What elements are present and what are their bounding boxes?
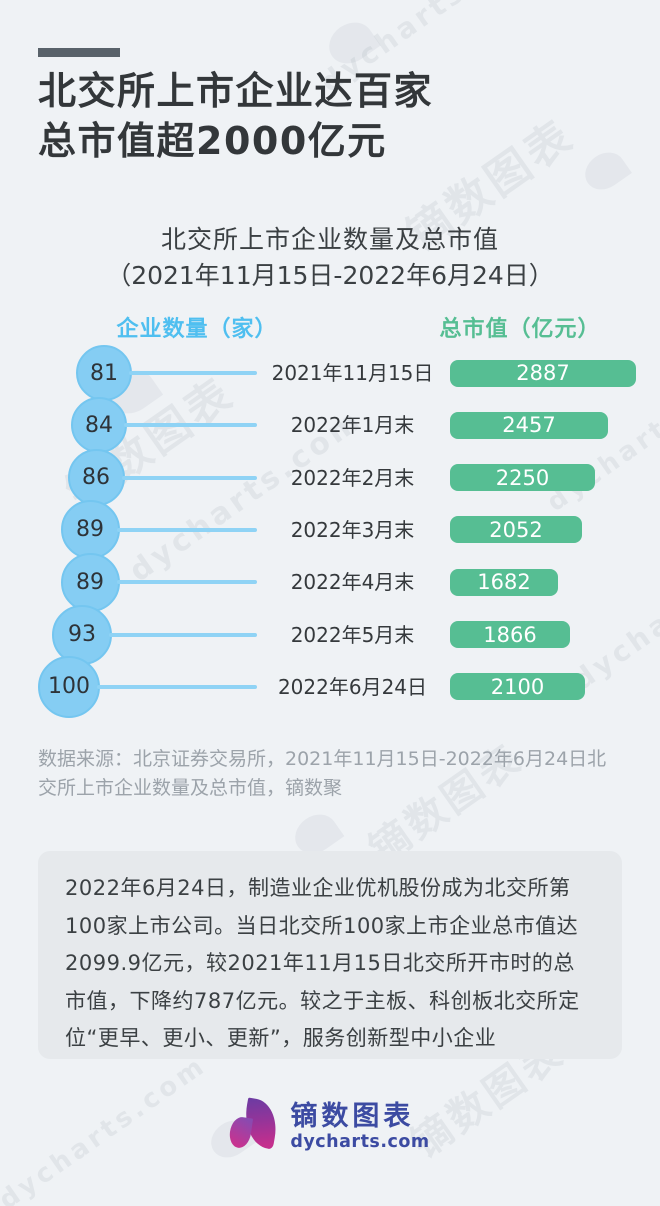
page-title: 北交所上市企业达百家 总市值超2000亿元 <box>38 66 433 166</box>
page-title-line1: 北交所上市企业达百家 <box>38 69 434 113</box>
summary-text: 2022年6月24日，制造业企业优机股份成为北交所第100家上市公司。当日北交所… <box>65 876 580 1050</box>
marketcap-bar: 2100 <box>450 673 585 701</box>
legend-marketcap-label: 总市值（亿元） <box>439 317 601 342</box>
connector-line <box>97 684 257 689</box>
legend-company-count-label: 企业数量（家） <box>116 317 278 342</box>
date-label: 2022年4月末 <box>290 570 415 595</box>
connector-line <box>109 632 257 637</box>
marketcap-bar: 2052 <box>450 516 582 544</box>
marketcap-bar: 2250 <box>450 464 595 492</box>
data-source-note: 数据来源：北京证券交易所，2021年11月15日-2022年6月24日北交所上市… <box>38 748 607 799</box>
marketcap-bar: 1866 <box>450 621 570 648</box>
marketcap-bar: 2457 <box>450 411 608 439</box>
brand-block: 镝数图表 dycharts.com <box>290 1101 430 1153</box>
connector-line <box>121 475 257 480</box>
company-count-bubble: 81 <box>76 345 132 401</box>
chart-title: 北交所上市企业数量及总市值 <box>160 225 499 254</box>
date-label: 2022年1月末 <box>290 413 415 438</box>
date-label: 2021年11月15日 <box>271 361 434 385</box>
company-count-bubble: 100 <box>38 655 100 718</box>
connector-line <box>129 371 257 375</box>
connector-line <box>116 580 257 585</box>
marketcap-bar: 2887 <box>450 359 636 387</box>
date-label: 2022年6月24日 <box>277 674 428 699</box>
company-count-bubble: 89 <box>60 500 120 560</box>
title-accent-bar <box>38 48 120 57</box>
brand-name: 镝数图表 <box>290 1101 415 1132</box>
date-label: 2022年5月末 <box>290 622 415 647</box>
marketcap-bar: 1682 <box>450 568 558 596</box>
chart-subtitle: （2021年11月15日-2022年6月24日） <box>106 261 554 290</box>
brand-site: dycharts.com <box>290 1132 430 1152</box>
company-count-bubble: 86 <box>67 449 125 507</box>
date-label: 2022年2月末 <box>290 465 415 490</box>
summary-box: 2022年6月24日，制造业企业优机股份成为北交所第100家上市公司。当日北交所… <box>38 851 622 1059</box>
footer-logo: 镝数图表 dycharts.com <box>0 1097 660 1154</box>
date-label: 2022年3月末 <box>290 517 415 542</box>
company-count-bubble: 89 <box>60 552 120 612</box>
connector-line <box>116 527 257 532</box>
company-count-bubble: 93 <box>52 604 112 665</box>
company-count-bubble: 84 <box>71 397 127 454</box>
dycharts-logo-icon <box>228 1097 282 1154</box>
connector-line <box>124 423 257 428</box>
page-title-line2: 总市值超2000亿元 <box>38 119 387 163</box>
